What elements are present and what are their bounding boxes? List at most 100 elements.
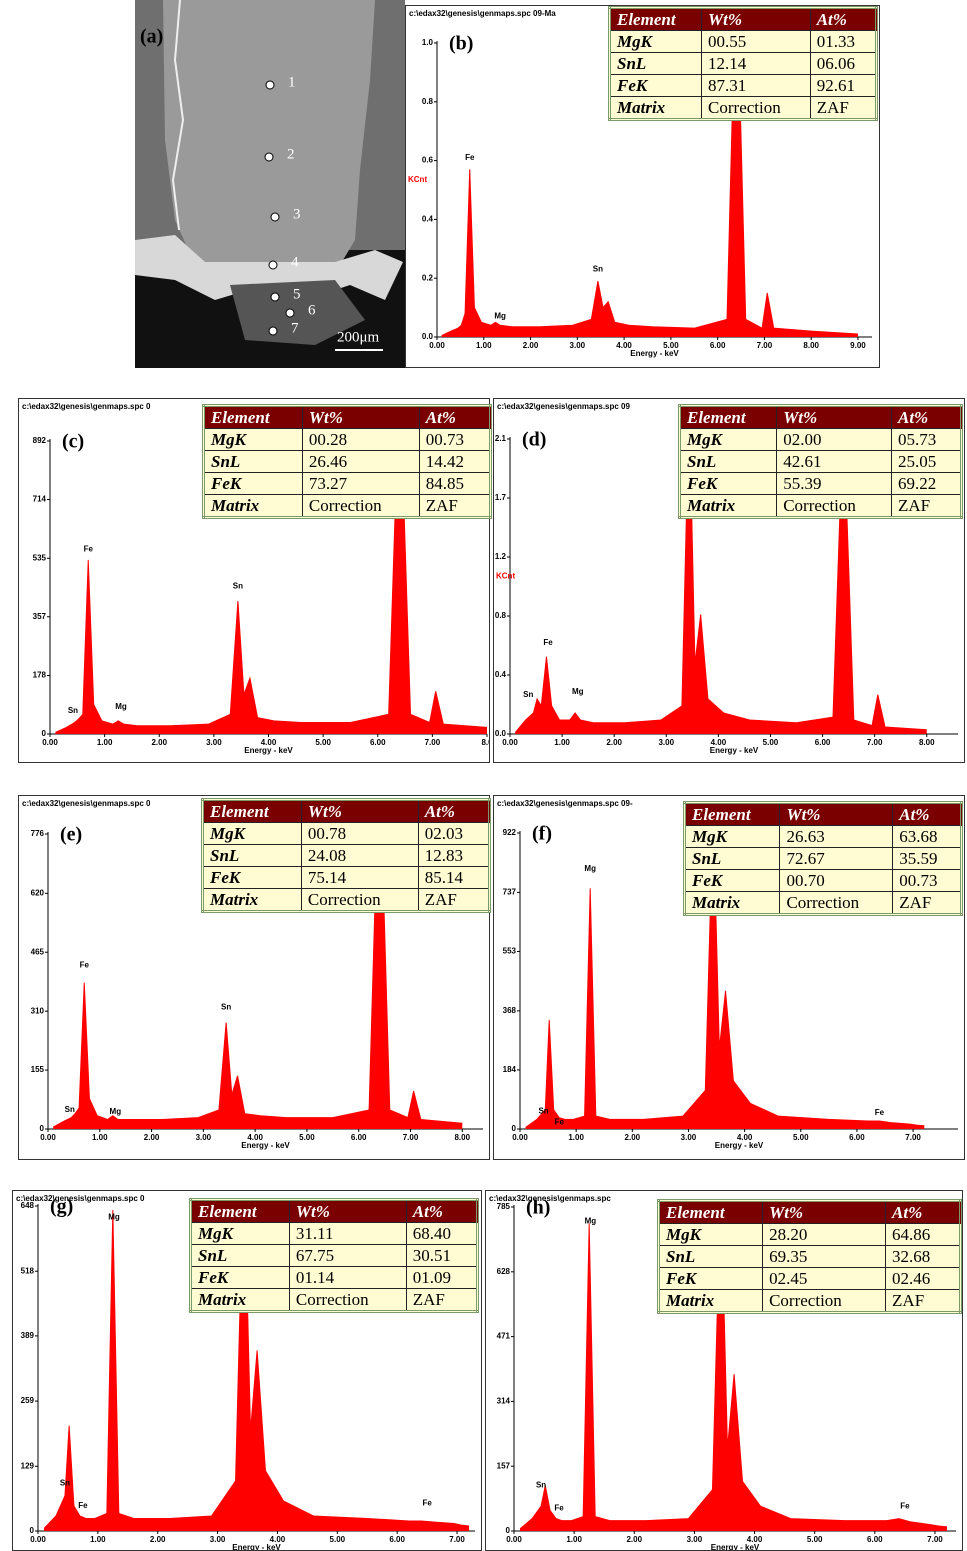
element-table: ElementWt%At%MgK00.7802.03SnL24.0812.83F… <box>201 798 491 913</box>
y-tick-label: 0 <box>40 1124 45 1133</box>
point-marker <box>269 261 277 269</box>
table-cell: MgK <box>680 429 777 451</box>
x-tick-label: 1.00 <box>92 1133 108 1142</box>
y-tick-label: 0 <box>42 729 47 738</box>
table-cell: Matrix <box>204 495 303 518</box>
table-cell: ZAF <box>891 495 961 518</box>
table-row: SnL42.6125.05 <box>680 451 962 473</box>
table-cell: 00.70 <box>780 870 893 892</box>
table-row: MatrixCorrectionZAF <box>680 495 962 518</box>
peak-label: Sn <box>65 1105 75 1114</box>
element-table: ElementWt%At%MgK00.2800.73SnL26.4614.42F… <box>202 404 492 519</box>
table-row: MgK26.6363.68 <box>685 826 962 848</box>
table-cell: 06.06 <box>810 53 876 75</box>
x-axis-label: Energy - keV <box>630 349 679 358</box>
table-header-cell: At% <box>893 803 962 826</box>
x-tick-label: 6.00 <box>370 738 386 747</box>
table-header-cell: At% <box>419 406 490 429</box>
x-tick-label: 2.00 <box>151 738 167 747</box>
x-tick-label: 6.00 <box>815 738 831 747</box>
x-tick-label: 5.00 <box>299 1133 315 1142</box>
x-tick-label: 6.00 <box>389 1535 405 1544</box>
x-tick-label: 2.00 <box>523 341 539 350</box>
table-cell: 05.73 <box>891 429 961 451</box>
table-row: MatrixCorrectionZAF <box>203 889 490 912</box>
chart-title: c:\edax32\genesis\genmaps.spc 0 <box>22 799 151 808</box>
x-tick-label: 5.00 <box>793 1133 809 1142</box>
x-axis-label: Energy - keV <box>715 1141 764 1150</box>
point-marker <box>286 309 294 317</box>
table-cell: ZAF <box>406 1289 477 1312</box>
y-tick-label: 0.6 <box>422 156 434 165</box>
table-cell: 02.00 <box>777 429 892 451</box>
spectrum-panel: c:\edax32\genesis\genmaps.spc 0012925938… <box>12 1190 482 1551</box>
table-cell: FeK <box>191 1267 290 1289</box>
x-tick-label: 0.00 <box>42 738 58 747</box>
table-cell: 02.45 <box>763 1268 886 1290</box>
table-cell: 84.85 <box>419 473 490 495</box>
x-tick-label: 0.00 <box>512 1133 528 1142</box>
point-label: 2 <box>287 146 295 162</box>
table-cell: Correction <box>780 892 893 915</box>
x-tick-label: 8.00 <box>803 341 819 350</box>
point-label: 3 <box>293 206 301 222</box>
table-header-cell: At% <box>891 406 961 429</box>
peak-label: Fe <box>465 153 475 162</box>
table-header-cell: Wt% <box>301 800 418 823</box>
table-row: SnL26.4614.42 <box>204 451 491 473</box>
table-cell: Correction <box>289 1289 406 1312</box>
y-tick-label: 0 <box>512 1124 517 1133</box>
table-row: SnL24.0812.83 <box>203 845 490 867</box>
x-tick-label: 2.00 <box>626 1535 642 1544</box>
table-cell: MgK <box>203 823 302 845</box>
table-cell: MgK <box>204 429 303 451</box>
x-tick-label: 5.00 <box>807 1535 823 1544</box>
y-tick-label: 737 <box>503 888 517 897</box>
y-tick-label: 259 <box>21 1396 35 1405</box>
x-tick-label: 9.00 <box>850 341 866 350</box>
table-cell: Matrix <box>203 889 302 912</box>
table-cell: 00.55 <box>702 31 811 53</box>
x-tick-label: 2.00 <box>606 738 622 747</box>
x-tick-label: 7.00 <box>425 738 441 747</box>
x-tick-label: 6.00 <box>849 1133 865 1142</box>
table-cell: MgK <box>659 1224 763 1246</box>
x-tick-label: 3.00 <box>658 738 674 747</box>
y-tick-label: 314 <box>497 1397 511 1406</box>
x-tick-label: 7.00 <box>757 341 773 350</box>
x-axis-label: Energy - keV <box>232 1543 281 1550</box>
table-cell: 26.63 <box>780 826 893 848</box>
point-label: 4 <box>291 254 299 270</box>
x-tick-label: 6.00 <box>710 341 726 350</box>
point-label: 6 <box>308 302 316 318</box>
x-tick-label: 3.00 <box>206 738 222 747</box>
table-cell: MgK <box>191 1223 290 1245</box>
table-cell: 01.14 <box>289 1267 406 1289</box>
peak-label: Sn <box>60 1478 70 1487</box>
y-tick-label: 714 <box>33 495 47 504</box>
y-tick-label: 184 <box>503 1065 517 1074</box>
y-tick-label: 0.0 <box>422 332 434 341</box>
chart-title: c:\edax32\genesis\genmaps.spc 09- <box>497 799 633 808</box>
point-label: 5 <box>293 286 301 302</box>
table-cell: Correction <box>777 495 892 518</box>
table-cell: ZAF <box>893 892 962 915</box>
x-tick-label: 5.00 <box>315 738 331 747</box>
table-header-cell: Element <box>685 803 780 826</box>
y-tick-label: 785 <box>497 1202 511 1211</box>
x-tick-label: 1.00 <box>566 1535 582 1544</box>
x-tick-label: 3.00 <box>687 1535 703 1544</box>
table-cell: ZAF <box>419 495 490 518</box>
y-tick-label: 0.8 <box>495 611 507 620</box>
table-row: MatrixCorrectionZAF <box>191 1289 478 1312</box>
panel-label: (e) <box>60 824 82 846</box>
table-header-cell: Wt% <box>763 1201 886 1224</box>
table-cell: Matrix <box>685 892 780 915</box>
